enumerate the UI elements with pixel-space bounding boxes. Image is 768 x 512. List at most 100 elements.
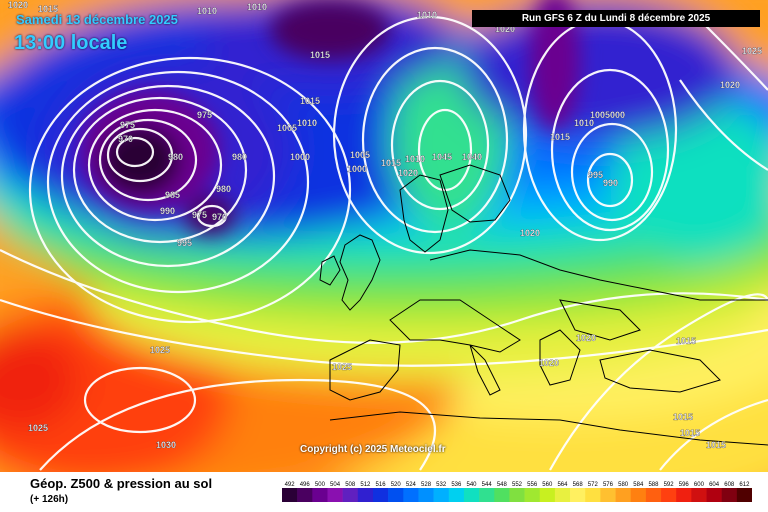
scale-label: 568 <box>573 482 584 488</box>
scale-swatch <box>372 488 389 502</box>
scale-label: 508 <box>345 482 356 488</box>
isobar-label: 975 <box>192 210 207 220</box>
isobar-label: 1045 <box>432 152 452 162</box>
isobar-label: 1010 <box>574 118 594 128</box>
scale-label: 600 <box>694 482 705 488</box>
scale-swatch <box>645 488 662 502</box>
scale-label: 612 <box>739 482 750 488</box>
scale-label: 524 <box>406 482 417 488</box>
scale-swatch <box>539 488 556 502</box>
isobar-label: 1005 <box>350 150 370 160</box>
scale-swatch <box>630 488 647 502</box>
isobar-label: 975 <box>197 110 212 120</box>
scale-label: 492 <box>285 482 296 488</box>
isobar-label: 1015 <box>550 132 570 142</box>
isobar-label: 1010 <box>405 154 425 164</box>
isobar-lines <box>0 15 768 471</box>
forecast-date: Samedi 13 décembre 2025 <box>16 12 178 27</box>
run-info: Run GFS 6 Z du Lundi 8 décembre 2025 <box>472 10 760 27</box>
scale-label: 572 <box>588 482 599 488</box>
scale-swatch <box>479 488 495 502</box>
isobar-label: 1015 <box>680 428 700 438</box>
scale-swatch <box>524 488 541 502</box>
color-scale: 492 496 500 504 508 512 516 520 524 528 532 536 540 5… <box>282 482 752 502</box>
isobar-label: 990 <box>160 206 175 216</box>
isobar-label: 980 <box>168 152 183 162</box>
scale-swatch <box>554 488 571 502</box>
isobar-label: 1015 <box>38 4 58 14</box>
isobar-label: 1040 <box>462 152 482 162</box>
scale-label: 580 <box>618 482 629 488</box>
scale-label: 512 <box>360 482 371 488</box>
scale-label: 592 <box>664 482 675 488</box>
low-cores <box>80 0 580 235</box>
scale-label: 544 <box>482 482 493 488</box>
scale-swatch <box>388 488 404 502</box>
scale-label: 596 <box>679 482 690 488</box>
scale-swatch <box>570 488 586 502</box>
scale-swatch <box>418 488 434 502</box>
scale-label: 540 <box>467 482 478 488</box>
scale-label: 584 <box>633 482 644 488</box>
isobar-label: 1020 <box>8 0 28 10</box>
scale-swatch <box>676 488 692 502</box>
isobar-label: 1015 <box>673 412 693 422</box>
scale-label: 564 <box>557 482 568 488</box>
scale-swatch <box>494 488 510 502</box>
scale-swatch <box>463 488 480 502</box>
isobar-label: 980 <box>216 184 231 194</box>
scale-swatch <box>448 488 465 502</box>
scale-swatch <box>312 488 328 502</box>
scale-label: 556 <box>527 482 538 488</box>
isobar-label: 995 <box>177 238 192 248</box>
isobar-label: 1015 <box>310 50 330 60</box>
isobar-label: 1005 <box>277 123 297 133</box>
scale-label: 560 <box>542 482 553 488</box>
isobar-label: 1020 <box>576 333 596 343</box>
scale-label: 536 <box>451 482 462 488</box>
scale-swatch <box>736 488 752 502</box>
isobar-label: 1020 <box>720 80 740 90</box>
isobar-label: 1020 <box>520 228 540 238</box>
scale-swatch <box>433 488 450 502</box>
scale-swatch <box>615 488 632 502</box>
geopotential-field <box>0 0 768 472</box>
scale-label: 576 <box>603 482 614 488</box>
isobar-label: 1020 <box>398 168 418 178</box>
scale-swatch <box>357 488 374 502</box>
isobar-label: 1020 <box>539 358 559 368</box>
isobar-label: 1025 <box>28 423 48 433</box>
isobar-label: 1030 <box>156 440 176 450</box>
scale-label: 520 <box>391 482 402 488</box>
isobar-label: 1015 <box>706 440 726 450</box>
scale-swatch <box>327 488 343 502</box>
isobar-label: 1015 <box>381 158 401 168</box>
scale-swatch <box>509 488 525 502</box>
scale-label: 604 <box>709 482 720 488</box>
scale-label: 532 <box>436 482 447 488</box>
isobar-label: 970 <box>212 212 227 222</box>
isobar-label: 985 <box>165 190 180 200</box>
scale-label: 588 <box>648 482 659 488</box>
coastlines <box>319 164 768 446</box>
isobar-label: 1015 <box>300 96 320 106</box>
isobar-label: 1010 <box>197 6 217 16</box>
scale-label: 500 <box>315 482 326 488</box>
forecast-lead: (+ 126h) <box>30 494 69 505</box>
isobar-label: 1005000 <box>590 110 625 120</box>
isobar-label: 980 <box>232 152 247 162</box>
scale-swatch <box>721 488 738 502</box>
isobar-label: 1010 <box>417 10 437 20</box>
isobar-label: 1000 <box>347 164 367 174</box>
scale-label: 516 <box>376 482 387 488</box>
scale-swatch <box>691 488 707 502</box>
isobar-label: 1025 <box>742 46 762 56</box>
scale-swatch <box>706 488 722 502</box>
scale-label: 548 <box>497 482 508 488</box>
isobar-label: 990 <box>603 178 618 188</box>
scale-swatch <box>282 488 298 502</box>
isobar-label: 1025 <box>332 362 352 372</box>
isobar-label: 1010 <box>297 118 317 128</box>
